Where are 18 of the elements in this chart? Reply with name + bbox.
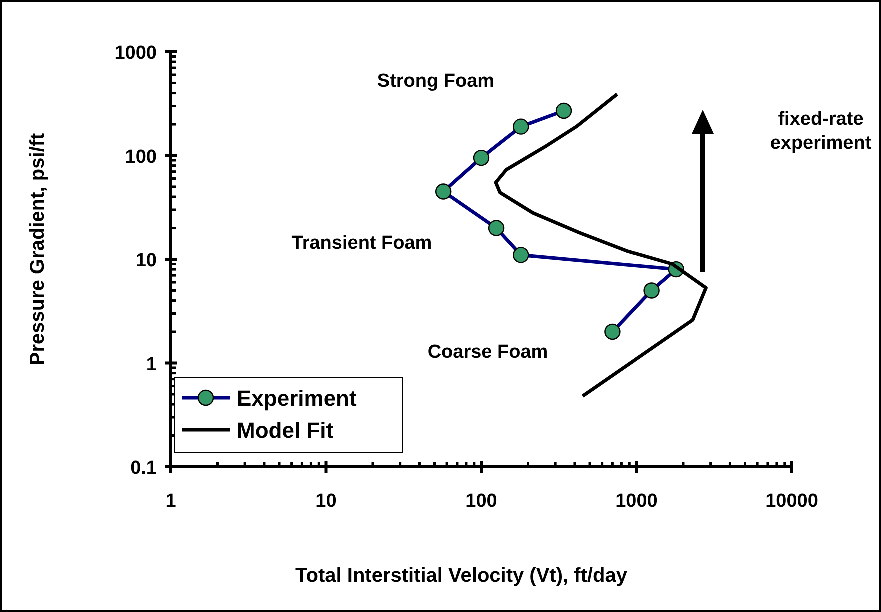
- y-axis-title: Pressure Gradient, psi/ft: [27, 133, 49, 366]
- y-tick-label: 1: [146, 354, 158, 376]
- x-tick-label: 100: [466, 491, 498, 512]
- y-tick-label: 1000: [114, 43, 157, 64]
- annotation: Transient Foam: [292, 233, 432, 254]
- x-tick-label: 10000: [766, 491, 818, 512]
- annotation: fixed-rate experiment: [770, 109, 872, 154]
- x-tick-label: 10: [316, 491, 337, 512]
- annotation: Strong Foam: [377, 71, 495, 92]
- x-axis-title: Total Interstitial Velocity (Vt), ft/day: [296, 565, 628, 587]
- x-tick-label: 1: [166, 491, 177, 512]
- legend-label: Model Fit: [237, 418, 334, 443]
- annotation: Coarse Foam: [428, 342, 548, 363]
- y-tick-label: 0.1: [130, 458, 158, 479]
- x-tick-label: 1000: [616, 491, 658, 512]
- y-tick-label: 10: [136, 250, 157, 272]
- y-tick-label: 100: [125, 146, 157, 168]
- legend-label: Experiment: [237, 386, 358, 411]
